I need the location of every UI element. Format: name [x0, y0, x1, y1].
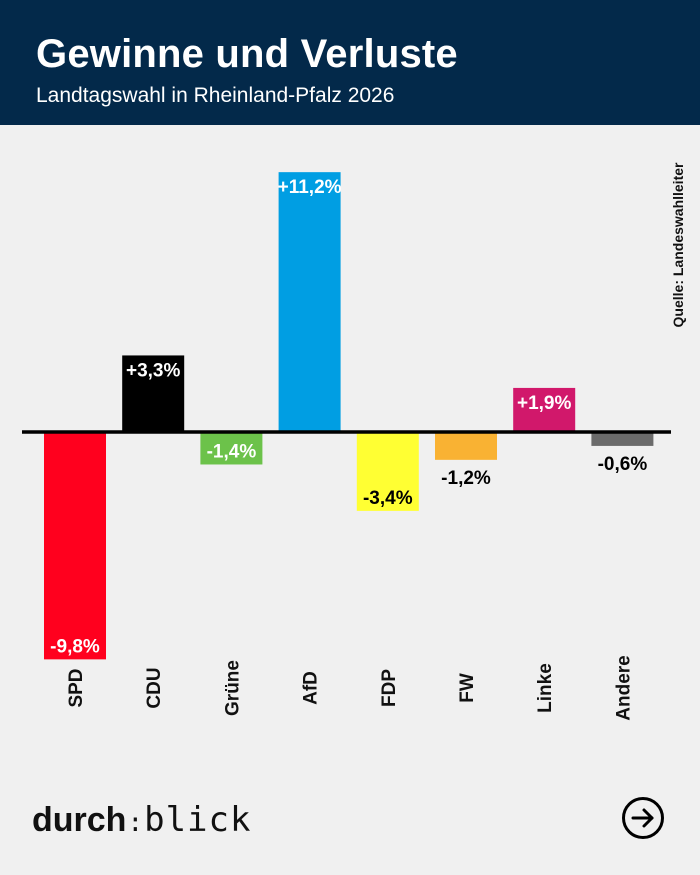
category-label-grüne: Grüne — [222, 660, 243, 716]
data-label-afd: +11,2% — [278, 177, 342, 198]
bar-chart: -9,8% SPD +3,3% CDU -1,4% Grüne +11,2% AfD -3,4%… — [22, 172, 671, 721]
category-label-spd: SPD — [66, 668, 87, 707]
category-label-afd: AfD — [301, 671, 322, 705]
data-label-andere: -0,6% — [598, 454, 648, 475]
source-note: Quelle: Landeswahlleiter — [670, 162, 686, 328]
page-subtitle: Landtagswahl in Rheinland-Pfalz 2026 — [36, 84, 395, 107]
bar-andere — [591, 432, 654, 446]
brand-logo-separator: : — [127, 808, 144, 838]
bar-cdu — [122, 355, 185, 432]
next-button[interactable] — [621, 796, 665, 840]
category-label-fw: FW — [457, 673, 478, 703]
bar-linke — [513, 387, 576, 432]
brand-logo: durch:blick — [32, 800, 251, 840]
header: Gewinne und Verluste Landtagswahl in Rhe… — [0, 0, 700, 125]
category-label-andere: Andere — [613, 655, 634, 720]
bar-grüne — [200, 432, 263, 465]
data-label-fdp: -3,4% — [363, 488, 413, 509]
page-title: Gewinne und Verluste — [36, 32, 458, 76]
data-label-cdu: +3,3% — [126, 360, 181, 381]
brand-logo-bold: durch — [32, 801, 127, 839]
category-label-linke: Linke — [535, 663, 556, 713]
bar-spd — [44, 432, 106, 660]
data-label-grüne: -1,4% — [207, 441, 257, 462]
data-label-linke: +1,9% — [517, 393, 572, 414]
arrow-right-circle-icon — [622, 797, 664, 839]
bar-afd — [278, 172, 341, 432]
brand-logo-mono: blick — [144, 800, 252, 840]
bar-fw — [435, 432, 497, 460]
category-label-cdu: CDU — [144, 667, 165, 708]
data-label-fw: -1,2% — [441, 468, 491, 489]
data-label-spd: -9,8% — [50, 636, 100, 657]
category-label-fdp: FDP — [379, 669, 400, 707]
bar-fdp — [356, 432, 419, 511]
